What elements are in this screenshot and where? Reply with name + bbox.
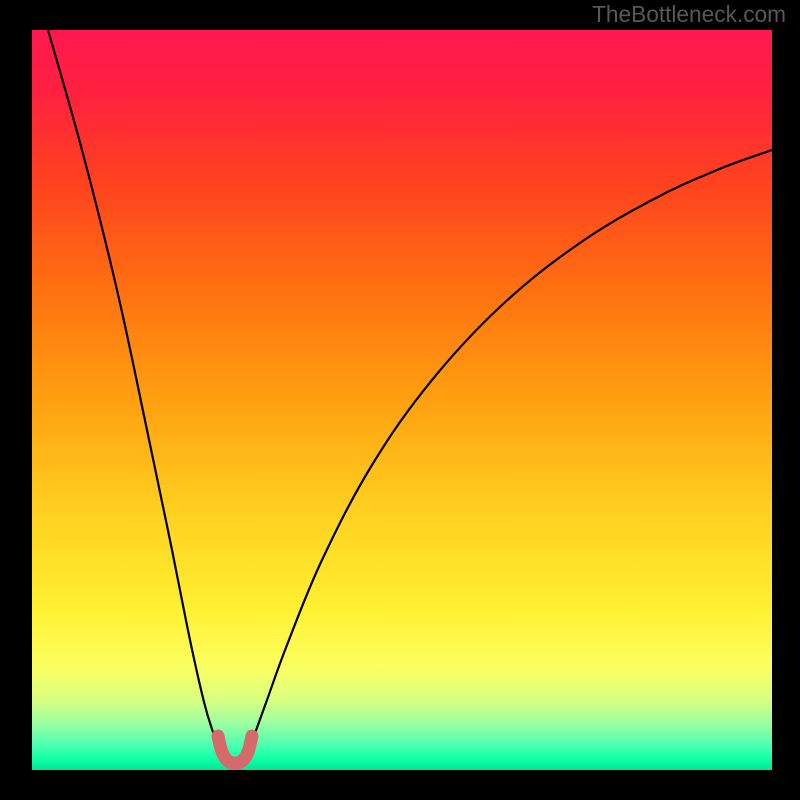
- curve-left: [48, 30, 219, 747]
- valley-marker: [218, 736, 252, 763]
- attribution-label: TheBottleneck.com: [592, 1, 786, 28]
- curve-layer: [32, 30, 772, 770]
- chart-frame: TheBottleneck.com: [0, 0, 800, 800]
- curve-right: [249, 150, 772, 747]
- plot-area: [32, 30, 772, 770]
